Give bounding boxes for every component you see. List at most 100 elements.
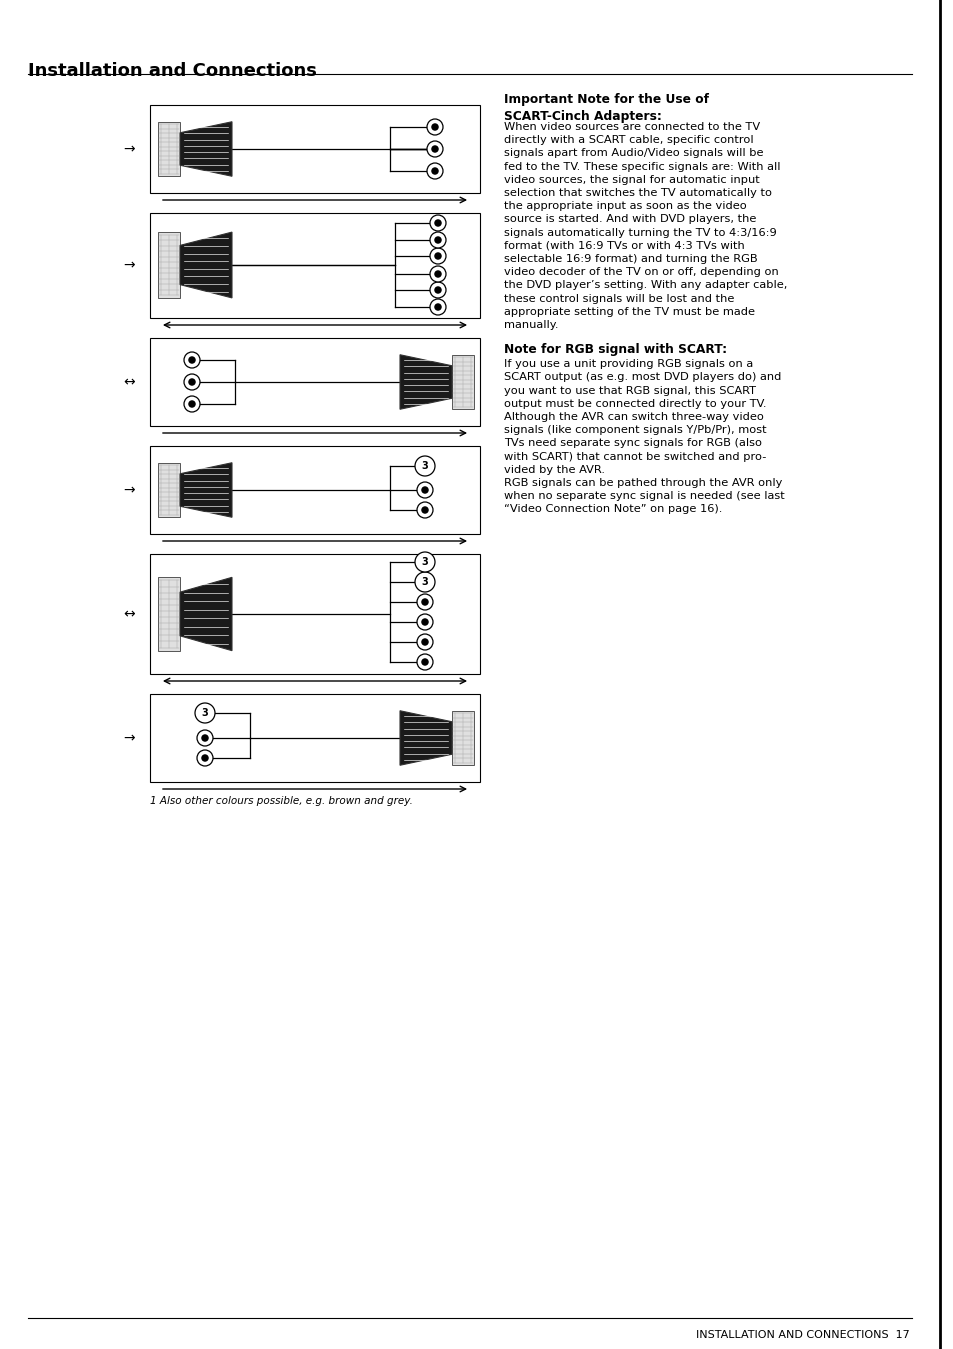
Text: 1 Also other colours possible, e.g. brown and grey.: 1 Also other colours possible, e.g. brow… — [150, 796, 413, 805]
Text: INSTALLATION AND CONNECTIONS  17: INSTALLATION AND CONNECTIONS 17 — [696, 1330, 909, 1340]
Bar — [452, 711, 474, 765]
Text: directly with a SCART cable, specific control: directly with a SCART cable, specific co… — [503, 135, 753, 146]
Polygon shape — [180, 577, 232, 650]
Text: format (with 16:9 TVs or with 4:3 TVs with: format (with 16:9 TVs or with 4:3 TVs wi… — [503, 241, 744, 251]
Text: RGB signals can be pathed through the AVR only: RGB signals can be pathed through the AV… — [503, 478, 781, 488]
Circle shape — [432, 124, 437, 130]
Circle shape — [435, 304, 440, 310]
Bar — [158, 121, 180, 177]
Circle shape — [427, 163, 442, 179]
Circle shape — [430, 266, 446, 282]
Circle shape — [427, 119, 442, 135]
Text: TVs need separate sync signals for RGB (also: TVs need separate sync signals for RGB (… — [503, 438, 761, 448]
Text: 3: 3 — [421, 577, 428, 587]
Circle shape — [196, 750, 213, 766]
Circle shape — [194, 703, 214, 723]
Text: “Video Connection Note” on page 16).: “Video Connection Note” on page 16). — [503, 505, 721, 514]
Text: When video sources are connected to the TV: When video sources are connected to the … — [503, 121, 760, 132]
Bar — [158, 577, 180, 650]
Bar — [150, 447, 479, 534]
Circle shape — [430, 282, 446, 298]
Circle shape — [432, 169, 437, 174]
Text: ↔: ↔ — [123, 607, 135, 621]
Polygon shape — [180, 463, 232, 517]
Circle shape — [435, 271, 440, 277]
Text: appropriate setting of the TV must be made: appropriate setting of the TV must be ma… — [503, 306, 754, 317]
Circle shape — [421, 507, 428, 513]
Text: →: → — [123, 258, 135, 272]
Circle shape — [416, 594, 433, 610]
Polygon shape — [180, 121, 232, 177]
Circle shape — [184, 352, 200, 368]
Circle shape — [430, 214, 446, 231]
Circle shape — [421, 599, 428, 606]
Text: Although the AVR can switch three-way video: Although the AVR can switch three-way vi… — [503, 411, 763, 422]
Text: signals (like component signals Y/Pb/Pr), most: signals (like component signals Y/Pb/Pr)… — [503, 425, 766, 436]
Text: ↔: ↔ — [123, 375, 135, 389]
Circle shape — [435, 237, 440, 243]
Text: If you use a unit providing RGB signals on a: If you use a unit providing RGB signals … — [503, 359, 753, 370]
Circle shape — [184, 397, 200, 411]
Bar — [150, 213, 479, 318]
Bar — [150, 105, 479, 193]
Circle shape — [416, 654, 433, 670]
Circle shape — [416, 482, 433, 498]
Circle shape — [430, 299, 446, 316]
Text: video sources, the signal for automatic input: video sources, the signal for automatic … — [503, 175, 759, 185]
Circle shape — [415, 552, 435, 572]
Text: manually.: manually. — [503, 320, 558, 331]
Text: when no separate sync signal is needed (see last: when no separate sync signal is needed (… — [503, 491, 784, 502]
Bar — [150, 339, 479, 426]
Circle shape — [189, 379, 194, 384]
Circle shape — [416, 614, 433, 630]
Circle shape — [421, 619, 428, 625]
Text: source is started. And with DVD players, the: source is started. And with DVD players,… — [503, 214, 756, 224]
Circle shape — [435, 220, 440, 227]
Text: the appropriate input as soon as the video: the appropriate input as soon as the vid… — [503, 201, 746, 212]
Text: →: → — [123, 483, 135, 496]
Circle shape — [184, 374, 200, 390]
Circle shape — [432, 146, 437, 152]
Bar — [158, 463, 180, 517]
Text: selectable 16:9 format) and turning the RGB: selectable 16:9 format) and turning the … — [503, 254, 757, 264]
Circle shape — [202, 735, 208, 741]
Text: Installation and Connections: Installation and Connections — [28, 62, 316, 80]
Circle shape — [416, 502, 433, 518]
Text: 3: 3 — [421, 461, 428, 471]
Polygon shape — [180, 232, 232, 298]
Text: output must be connected directly to your TV.: output must be connected directly to you… — [503, 399, 765, 409]
Circle shape — [416, 634, 433, 650]
Bar — [452, 355, 474, 409]
Bar — [150, 554, 479, 674]
Polygon shape — [399, 711, 452, 765]
Text: video decoder of the TV on or off, depending on: video decoder of the TV on or off, depen… — [503, 267, 778, 277]
Text: vided by the AVR.: vided by the AVR. — [503, 465, 604, 475]
Circle shape — [421, 487, 428, 492]
Text: Important Note for the Use of
SCART-Cinch Adapters:: Important Note for the Use of SCART-Cinc… — [503, 93, 708, 123]
Circle shape — [430, 232, 446, 248]
Circle shape — [415, 456, 435, 476]
Text: these control signals will be lost and the: these control signals will be lost and t… — [503, 294, 734, 304]
Circle shape — [415, 572, 435, 592]
Text: signals apart from Audio/Video signals will be: signals apart from Audio/Video signals w… — [503, 148, 762, 158]
Circle shape — [202, 755, 208, 761]
Text: Note for RGB signal with SCART:: Note for RGB signal with SCART: — [503, 343, 726, 356]
Polygon shape — [399, 355, 452, 409]
Circle shape — [421, 639, 428, 645]
Text: the DVD player’s setting. With any adapter cable,: the DVD player’s setting. With any adapt… — [503, 281, 786, 290]
Circle shape — [435, 287, 440, 293]
Text: SCART output (as e.g. most DVD players do) and: SCART output (as e.g. most DVD players d… — [503, 372, 781, 382]
Text: with SCART) that cannot be switched and pro-: with SCART) that cannot be switched and … — [503, 452, 765, 461]
Circle shape — [430, 248, 446, 264]
Text: you want to use that RGB signal, this SCART: you want to use that RGB signal, this SC… — [503, 386, 755, 395]
Circle shape — [427, 142, 442, 156]
Bar — [158, 232, 180, 298]
Circle shape — [421, 658, 428, 665]
Text: 3: 3 — [201, 708, 208, 718]
Text: signals automatically turning the TV to 4:3/16:9: signals automatically turning the TV to … — [503, 228, 776, 237]
Text: →: → — [123, 731, 135, 745]
Circle shape — [435, 254, 440, 259]
Text: 3: 3 — [421, 557, 428, 567]
Text: →: → — [123, 142, 135, 156]
Circle shape — [196, 730, 213, 746]
